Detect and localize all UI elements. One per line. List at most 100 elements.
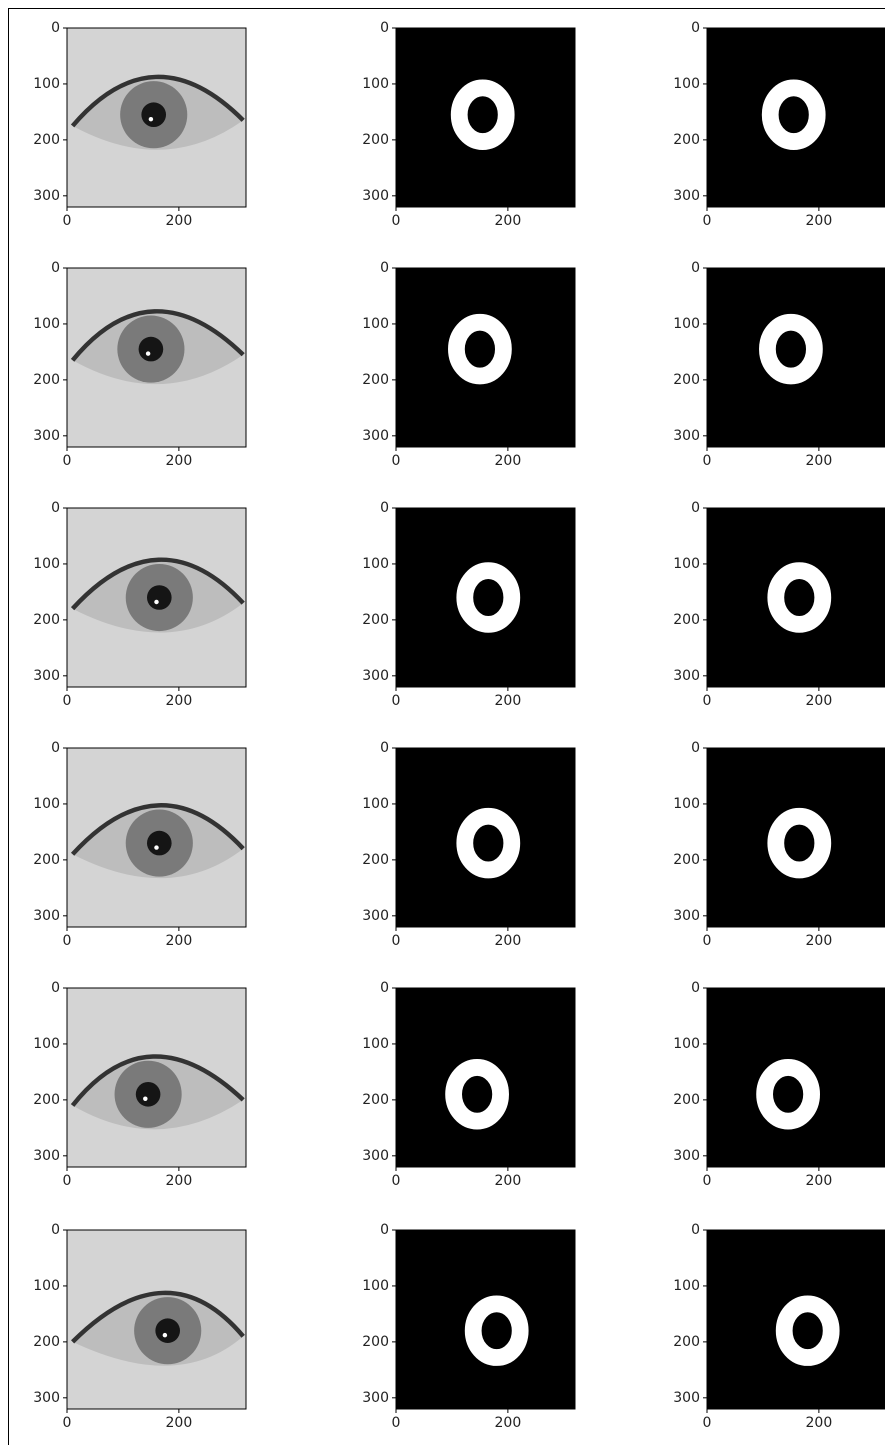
y-tick-label: 100 — [362, 1278, 389, 1294]
y-tick-label: 200 — [362, 852, 389, 868]
x-tick-label: 200 — [495, 453, 522, 469]
y-tick-label: 0 — [691, 1222, 700, 1238]
y-tick-label: 0 — [380, 980, 389, 996]
x-tick-label: 0 — [63, 693, 72, 709]
y-tick-label: 0 — [380, 500, 389, 516]
y-tick-label: 0 — [51, 1222, 60, 1238]
mask-bg — [396, 28, 575, 207]
y-tick-label: 300 — [33, 908, 60, 924]
y-tick-label: 100 — [673, 556, 700, 572]
x-tick-label: 200 — [166, 453, 193, 469]
panel-image — [707, 28, 885, 207]
x-tick-label: 0 — [703, 933, 712, 949]
y-tick-label: 200 — [33, 612, 60, 628]
x-tick-label: 0 — [63, 933, 72, 949]
y-tick-label: 100 — [362, 556, 389, 572]
mask-bg — [707, 268, 885, 447]
x-tick-label: 0 — [392, 1173, 401, 1189]
mask-bg — [396, 268, 575, 447]
y-tick-label: 100 — [673, 1036, 700, 1052]
pupil — [155, 1318, 180, 1343]
y-tick-label: 300 — [673, 188, 700, 204]
y-tick-label: 100 — [673, 316, 700, 332]
y-tick-label: 200 — [33, 372, 60, 388]
panel-image — [396, 508, 575, 687]
y-tick-label: 300 — [673, 908, 700, 924]
y-tick-label: 300 — [33, 1390, 60, 1406]
panel-image — [67, 508, 246, 687]
panel-image — [396, 28, 575, 207]
x-tick-label: 0 — [703, 693, 712, 709]
y-tick-label: 0 — [691, 740, 700, 756]
x-tick-label: 0 — [63, 213, 72, 229]
x-tick-label: 200 — [806, 1173, 833, 1189]
panel-image — [67, 988, 246, 1167]
y-tick-label: 200 — [673, 132, 700, 148]
x-tick-label: 200 — [806, 693, 833, 709]
x-tick-label: 200 — [806, 1415, 833, 1431]
y-tick-label: 200 — [362, 1334, 389, 1350]
y-tick-label: 100 — [362, 316, 389, 332]
y-tick-label: 100 — [673, 76, 700, 92]
glint — [143, 1097, 147, 1101]
y-tick-label: 300 — [362, 1390, 389, 1406]
y-tick-label: 0 — [51, 980, 60, 996]
pupil — [147, 585, 172, 610]
y-tick-label: 100 — [673, 1278, 700, 1294]
y-tick-label: 100 — [33, 1278, 60, 1294]
y-tick-label: 100 — [33, 316, 60, 332]
y-tick-label: 0 — [51, 500, 60, 516]
y-tick-label: 300 — [362, 428, 389, 444]
panel-image — [67, 1230, 246, 1409]
pupil — [139, 337, 164, 362]
x-tick-label: 0 — [63, 453, 72, 469]
x-tick-label: 0 — [703, 453, 712, 469]
panel-image — [707, 1230, 885, 1409]
y-tick-label: 200 — [362, 372, 389, 388]
y-tick-label: 0 — [691, 260, 700, 276]
x-tick-label: 200 — [806, 453, 833, 469]
y-tick-label: 100 — [33, 796, 60, 812]
mask-bg — [707, 28, 885, 207]
x-tick-label: 0 — [703, 213, 712, 229]
x-tick-label: 0 — [392, 933, 401, 949]
y-tick-label: 200 — [33, 132, 60, 148]
y-tick-label: 100 — [33, 1036, 60, 1052]
y-tick-label: 200 — [673, 852, 700, 868]
pupil — [136, 1082, 161, 1107]
panel-image — [707, 508, 885, 687]
x-tick-label: 0 — [392, 453, 401, 469]
panel-image — [396, 1230, 575, 1409]
x-tick-label: 0 — [63, 1173, 72, 1189]
y-tick-label: 200 — [673, 372, 700, 388]
x-tick-label: 200 — [495, 213, 522, 229]
y-tick-label: 300 — [33, 188, 60, 204]
y-tick-label: 300 — [33, 1148, 60, 1164]
glint — [149, 117, 153, 121]
y-tick-label: 100 — [33, 76, 60, 92]
x-tick-label: 0 — [392, 693, 401, 709]
panel-image — [396, 268, 575, 447]
x-tick-label: 0 — [392, 213, 401, 229]
x-tick-label: 0 — [703, 1173, 712, 1189]
y-tick-label: 200 — [33, 1334, 60, 1350]
y-tick-label: 0 — [691, 500, 700, 516]
figure: 0100200300020001002003000200010020030002… — [0, 0, 885, 1445]
y-tick-label: 0 — [380, 260, 389, 276]
y-tick-label: 0 — [380, 1222, 389, 1238]
glint — [163, 1333, 167, 1337]
x-tick-label: 200 — [166, 933, 193, 949]
mask-bg — [707, 508, 885, 687]
y-tick-label: 0 — [380, 20, 389, 36]
y-tick-label: 0 — [691, 20, 700, 36]
panel-image — [396, 748, 575, 927]
y-tick-label: 300 — [362, 1148, 389, 1164]
y-tick-label: 0 — [51, 260, 60, 276]
glint — [154, 600, 158, 604]
y-tick-label: 100 — [362, 796, 389, 812]
y-tick-label: 200 — [362, 1092, 389, 1108]
y-tick-label: 300 — [33, 428, 60, 444]
x-tick-label: 200 — [806, 213, 833, 229]
x-tick-label: 0 — [63, 1415, 72, 1431]
x-tick-label: 200 — [495, 1415, 522, 1431]
